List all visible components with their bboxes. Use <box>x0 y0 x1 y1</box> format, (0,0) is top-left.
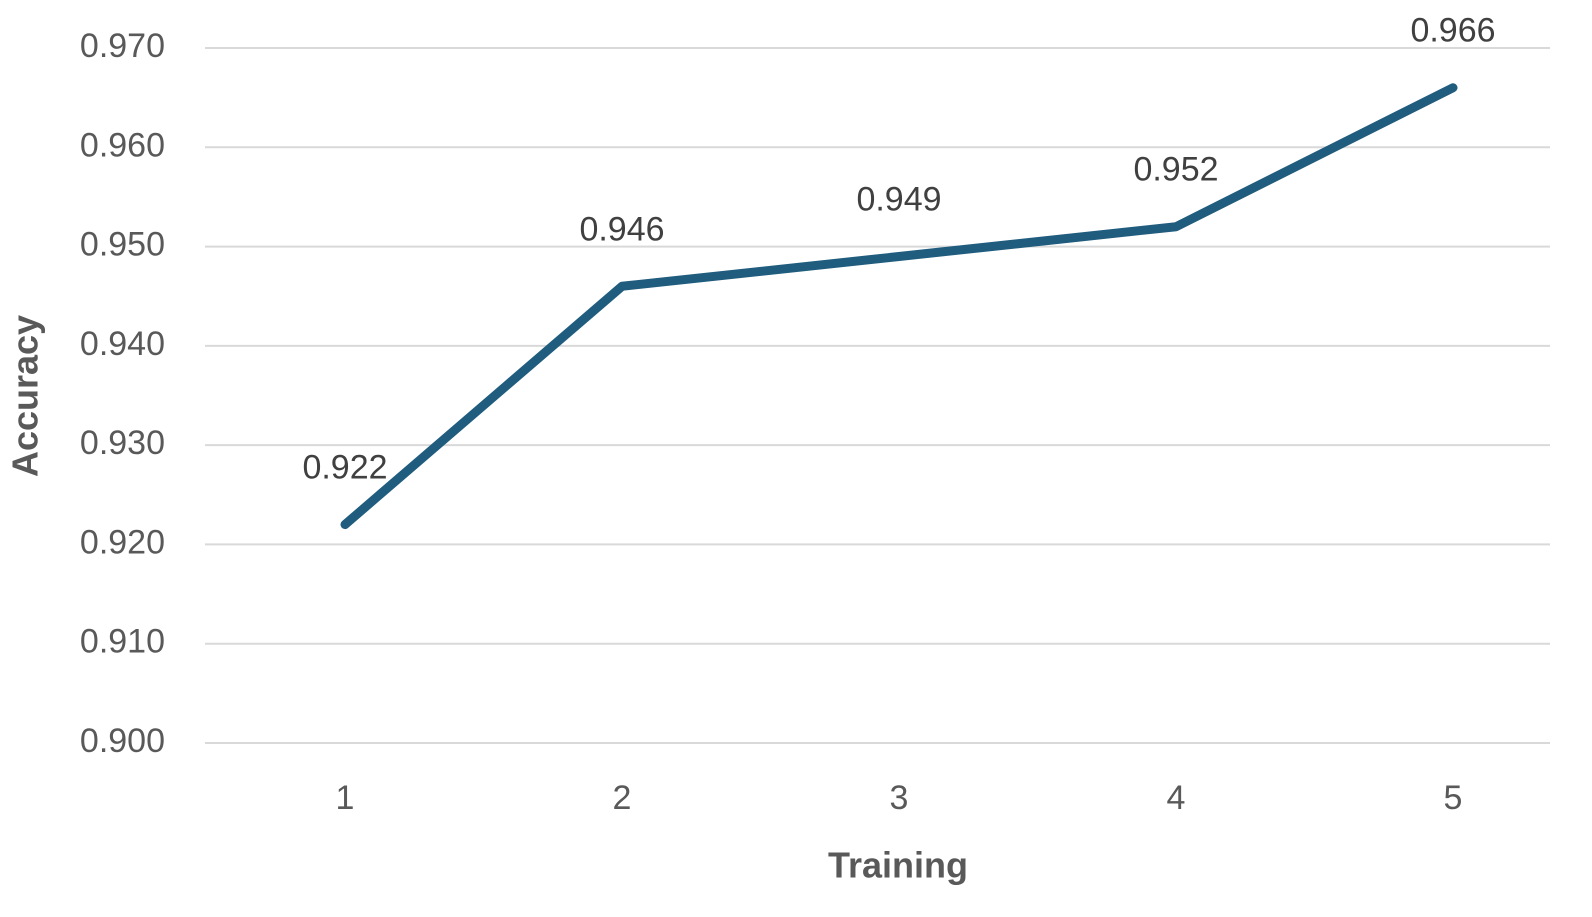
y-tick-label: 0.930 <box>80 424 165 462</box>
value-label: 0.952 <box>1133 151 1218 189</box>
y-tick-label: 0.910 <box>80 623 165 661</box>
y-tick-label: 0.920 <box>80 523 165 561</box>
x-tick-label: 1 <box>336 779 355 817</box>
x-tick-label: 4 <box>1167 779 1186 817</box>
data-line <box>340 83 1458 530</box>
x-tick-label: 2 <box>613 779 632 817</box>
y-tick-label: 0.950 <box>80 226 165 264</box>
x-axis-title: Training <box>828 845 968 886</box>
y-tick-label: 0.970 <box>80 27 165 65</box>
x-tick-label: 5 <box>1444 779 1463 817</box>
value-label: 0.922 <box>302 449 387 487</box>
y-tick-label: 0.940 <box>80 325 165 363</box>
y-tick-label: 0.900 <box>80 722 165 760</box>
y-tick-label: 0.960 <box>80 126 165 164</box>
value-label: 0.949 <box>856 180 941 218</box>
value-label: 0.966 <box>1410 12 1495 50</box>
y-axis-title: Accuracy <box>5 315 46 477</box>
value-label: 0.946 <box>579 210 664 248</box>
x-tick-label: 3 <box>890 779 909 817</box>
